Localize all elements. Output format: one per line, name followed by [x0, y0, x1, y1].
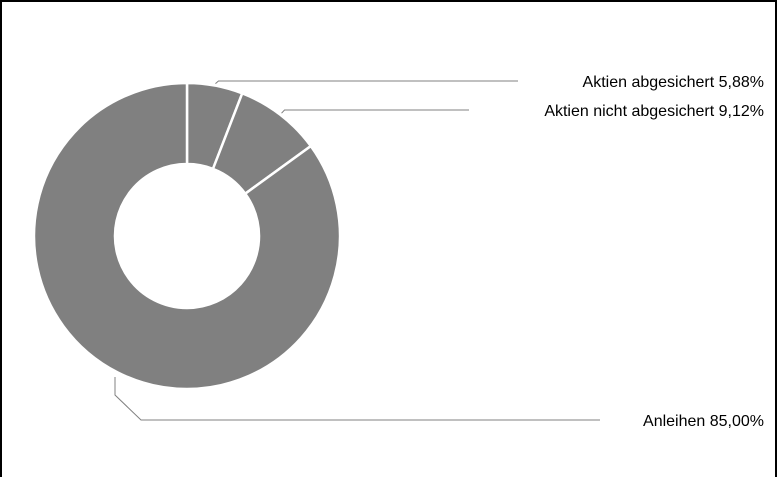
slice-2 [32, 81, 342, 391]
slices-group [32, 81, 342, 391]
leader-line-2 [114, 377, 600, 421]
slice-label-2: Anleihen 85,00% [643, 413, 764, 430]
leader-lines-group [114, 80, 600, 421]
slice-labels-group: Aktien abgesichert 5,88% Aktien nicht abg… [544, 74, 764, 430]
slice-label-1: Aktien nicht abgesichert 9,12% [544, 103, 764, 120]
leader-line-1 [281, 109, 469, 114]
slice-label-0: Aktien abgesichert 5,88% [583, 74, 764, 91]
leader-line-0 [215, 80, 518, 85]
